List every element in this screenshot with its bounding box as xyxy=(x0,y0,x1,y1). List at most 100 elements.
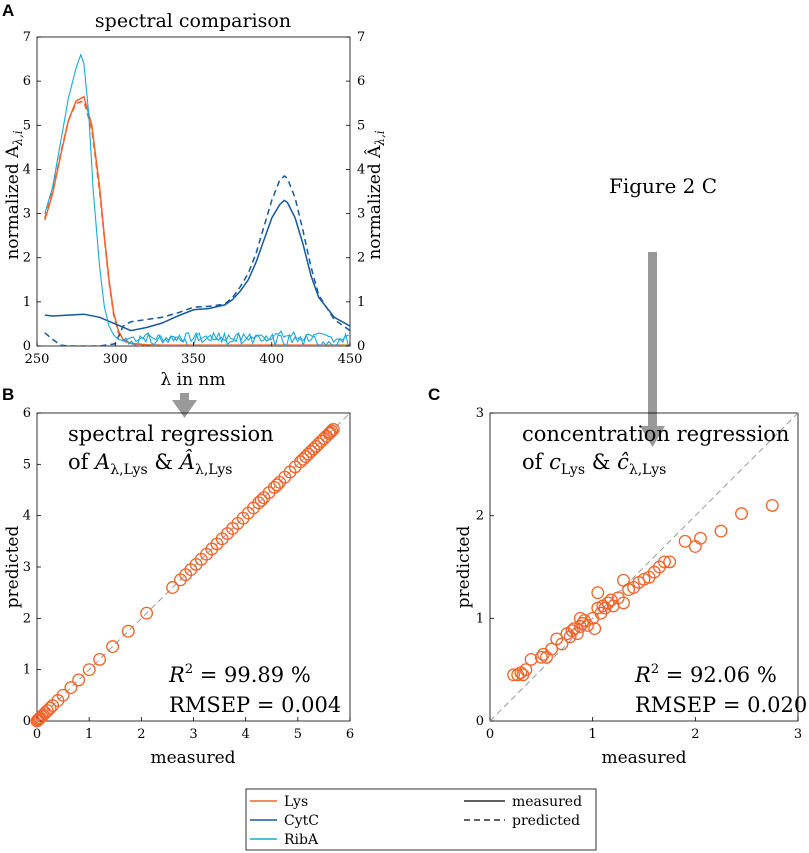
panel-a-xtick-label: 450 xyxy=(338,352,363,367)
panel-c-data-point xyxy=(688,540,702,553)
panel-a-ytick-label-left: 7 xyxy=(23,30,31,45)
arrow-down-icon-left xyxy=(172,393,197,418)
panel-a-xtick-label: 300 xyxy=(103,352,128,367)
panel-b-data-point xyxy=(254,493,268,507)
panel-b-data-point xyxy=(325,424,339,438)
panel-a-ylabel-left: normalized Aλ,i xyxy=(3,130,25,259)
panel-c-ytick-label: 1 xyxy=(476,611,484,626)
curve-riba-predicted xyxy=(122,331,349,346)
curve-cytc-measured xyxy=(44,199,350,332)
panel-b-data-point xyxy=(121,624,135,638)
panel-a-ytick-label-right: 4 xyxy=(357,162,365,177)
panel-b-data-point xyxy=(36,708,50,722)
panel-c-rmsep: RMSEP = 0.020 xyxy=(635,693,807,717)
panel-c-identity-line xyxy=(489,412,799,722)
panel-c-ytick-label: 2 xyxy=(476,509,484,524)
panel-a-ytick-label-right: 5 xyxy=(357,118,365,133)
panel-c-xtick-label: 2 xyxy=(691,727,699,742)
legend-riba-label: RibA xyxy=(284,832,319,848)
panel-b-data-point xyxy=(270,478,284,492)
panel-b-data-point xyxy=(322,427,336,440)
panel-b-letter: B xyxy=(2,385,14,404)
panel-b-data-point xyxy=(326,422,340,436)
panel-c-data-point xyxy=(694,531,707,545)
panel-b-xtick-label: 2 xyxy=(137,727,145,742)
legend-measured-label: measured xyxy=(512,794,582,810)
panel-b-annotation-line2: of Aλ,Lys & Âλ,Lys xyxy=(68,450,232,478)
panel-a-xtick-label: 250 xyxy=(25,352,50,367)
panel-a-ytick-label-right: 7 xyxy=(357,30,365,45)
panel-a-ytick-label-right: 3 xyxy=(357,207,365,222)
panel-c-data-point xyxy=(735,507,748,521)
panel-b-xtick-label: 4 xyxy=(242,727,250,742)
panel-b-plot xyxy=(30,412,351,728)
panel-a-ytick-label-right: 2 xyxy=(357,251,365,266)
panel-a-letter: A xyxy=(2,1,14,20)
curve-lys-predicted xyxy=(44,100,350,346)
panel-c-data-point xyxy=(524,652,538,666)
panel-b-data-point xyxy=(43,701,57,715)
panel-a-xtick-label: 400 xyxy=(259,352,284,367)
panel-c-xtick-label: 3 xyxy=(794,727,802,742)
panel-a-ytick-label-left: 4 xyxy=(23,162,31,177)
panel-b-rmsep: RMSEP = 0.004 xyxy=(169,693,341,717)
panel-c-xtick-label: 0 xyxy=(486,727,494,742)
panel-c-r2: R2 = 92.06 % xyxy=(634,662,777,687)
panel-c-data-point xyxy=(519,663,533,677)
panel-c-data-point xyxy=(534,650,548,664)
panel-c-ytick-label: 0 xyxy=(476,714,484,729)
arrow-down-icon-right xyxy=(640,252,665,447)
panel-c-data-point xyxy=(647,565,661,579)
panel-b-data-point xyxy=(93,652,107,666)
panel-a-ytick-label-left: 0 xyxy=(23,339,31,354)
panel-a-ylabel-right: normalized Âλ,i xyxy=(364,130,387,259)
panel-c-letter: C xyxy=(428,385,440,404)
panel-b-data-point xyxy=(64,681,78,695)
panel-c-data-point xyxy=(604,593,618,607)
panel-c-data-point xyxy=(617,573,630,587)
panel-b-ticks: 0 1 2 3 4 5 6 0 1 2 3 4 5 6 xyxy=(23,406,354,742)
panel-b-ytick-label: 6 xyxy=(23,406,31,421)
panel-a-xlabel: λ in nm xyxy=(160,370,225,390)
panel-c-ytick-label: 3 xyxy=(476,406,484,421)
legend-lys-label: Lys xyxy=(284,794,308,810)
panel-b-data-point xyxy=(72,673,86,687)
legend-predicted-label: predicted xyxy=(512,813,580,829)
curve-cytc-predicted xyxy=(44,175,350,346)
panel-c-data-point xyxy=(658,555,671,569)
legend-box xyxy=(245,788,597,851)
panel-a-ytick-label-left: 5 xyxy=(23,118,31,133)
panel-c-data-point xyxy=(570,627,584,641)
legend: Lys CytC RibA measured predicted xyxy=(245,788,597,851)
panel-b-data-point xyxy=(38,706,52,720)
panel-c-data-point xyxy=(617,596,630,610)
panel-b-ytick-label: 1 xyxy=(23,663,31,678)
panel-b-xtick-label: 6 xyxy=(346,727,354,742)
panel-a-curves xyxy=(44,53,350,346)
panel-a-ytick-label-right: 1 xyxy=(357,295,365,310)
panel-b-xtick-label: 0 xyxy=(33,727,41,742)
panel-a-axes-box xyxy=(36,36,351,347)
panel-c-data-point xyxy=(714,524,728,538)
panel-a-ytick-label-left: 6 xyxy=(23,74,31,89)
panel-b-ytick-label: 4 xyxy=(23,509,31,524)
panel-c-data-point xyxy=(765,498,779,512)
panel-a-ytick-label-left: 1 xyxy=(23,295,31,310)
panel-b-xlabel: measured xyxy=(150,748,235,768)
panel-c-annotation-line1: concentration regression xyxy=(522,422,789,446)
panel-c-data-point xyxy=(507,668,521,682)
panel-c-annotation-line2: of cLys & ĉλ,Lys xyxy=(522,450,666,478)
panel-a-title: spectral comparison xyxy=(95,10,291,32)
panel-b-xtick-label: 5 xyxy=(294,727,302,742)
panel-c-data-point xyxy=(663,555,677,569)
curve-lys-measured xyxy=(44,95,350,346)
panel-c-data-point xyxy=(536,647,550,661)
legend-cytc-label: CytC xyxy=(284,813,319,829)
panel-b-ytick-label: 0 xyxy=(23,714,31,729)
panel-a-ytick-label-left: 3 xyxy=(23,207,31,222)
panel-c-xtick-label: 1 xyxy=(589,727,597,742)
panel-b-data-point xyxy=(82,663,96,677)
panel-c-data-point xyxy=(588,622,602,636)
